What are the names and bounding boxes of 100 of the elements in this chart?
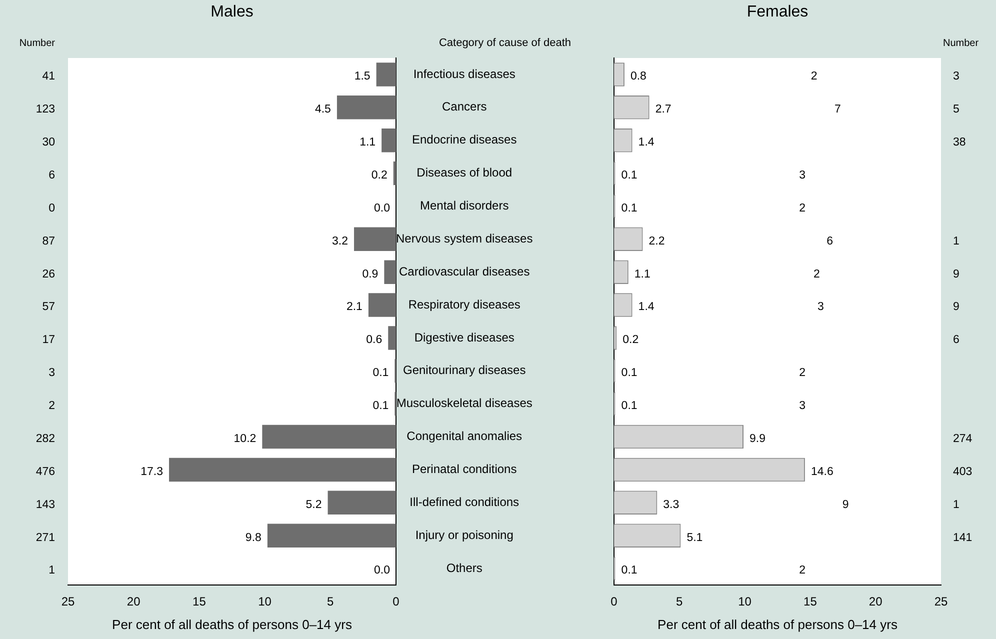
x-tick-label: 15 — [804, 594, 818, 609]
text: 6 — [48, 169, 55, 182]
x-tick-label: 20 — [126, 594, 141, 609]
y-tick-label: Diseases of blood — [416, 166, 512, 180]
y-tick-label: Nervous system diseases — [396, 231, 533, 246]
y-tick-label: Digestive diseases — [414, 330, 514, 344]
text: 6 — [953, 334, 960, 346]
data-label: 10.2 — [234, 432, 256, 445]
data-label: 0.8 — [630, 70, 646, 83]
data-label: 0.0 — [374, 564, 390, 577]
x-tick-label: 15 — [192, 594, 206, 609]
data-label: 0.1 — [372, 367, 389, 380]
text: 41 — [42, 70, 55, 83]
data-label: 1.1 — [634, 268, 650, 280]
data-label: 0.0 — [374, 202, 390, 214]
annotation: 3 — [817, 301, 824, 314]
text: 87 — [42, 235, 55, 248]
data-label: 2.7 — [655, 104, 672, 116]
annotation: 9 — [842, 498, 849, 511]
y-tick-label: Musculoskeletal diseases — [396, 396, 532, 410]
data-label: 0.2 — [622, 334, 639, 346]
bar — [376, 62, 396, 86]
annotation: 7 — [834, 104, 841, 116]
annotation: 2 — [799, 367, 806, 380]
bar — [388, 326, 396, 350]
chart-title: Females — [746, 3, 808, 20]
y-tick-label: Cancers — [442, 100, 487, 114]
y-tick-label: Endocrine diseases — [412, 132, 517, 147]
x-tick-label: 10 — [738, 594, 752, 609]
y-tick-label: Respiratory diseases — [408, 297, 520, 312]
text: 123 — [36, 104, 55, 116]
data-label: 9.8 — [245, 532, 262, 544]
text: 3 — [953, 70, 960, 83]
bar — [354, 227, 396, 252]
y-tick-label: Perinatal conditions — [412, 462, 517, 476]
text: 17 — [42, 334, 55, 346]
y-tick-label: Congenital anomalies — [406, 429, 522, 444]
annotation: 2 — [810, 70, 818, 83]
annotation: 2 — [799, 564, 806, 577]
x-tick-label: 20 — [868, 594, 883, 609]
x-tick-label: 25 — [934, 594, 948, 609]
data-label: 5.2 — [306, 498, 322, 511]
x-tick-label: 10 — [258, 594, 272, 609]
data-label: 1.4 — [638, 136, 655, 149]
text: 282 — [36, 432, 55, 445]
data-label: 0.1 — [621, 169, 638, 182]
y-tick-label: Others — [446, 560, 482, 575]
text: 2 — [48, 400, 55, 412]
data-label: 9.9 — [749, 432, 766, 445]
x-tick-label: 25 — [61, 594, 75, 609]
text: 38 — [953, 136, 966, 149]
bar — [393, 161, 396, 186]
text: 1 — [953, 498, 960, 511]
text: Number — [943, 38, 980, 49]
y-tick-label: Ill-defined conditions — [410, 494, 520, 509]
data-label: 1.4 — [638, 301, 655, 314]
data-label: 0.9 — [362, 268, 378, 280]
x-axis-title: Per cent of all deaths of persons 0–14 yrs — [658, 616, 898, 632]
text: 1 — [953, 235, 960, 248]
text: 26 — [42, 268, 55, 280]
text: 274 — [953, 432, 973, 445]
text: 141 — [953, 532, 972, 544]
data-label: 0.1 — [621, 367, 638, 380]
text: 57 — [42, 301, 55, 314]
chart-title: Males — [210, 3, 254, 20]
bar — [328, 490, 396, 515]
y-tick-label: Mental disorders — [420, 198, 509, 213]
data-label: 17.3 — [140, 466, 164, 478]
annotation: 2 — [814, 268, 820, 280]
data-label: 5.1 — [686, 532, 703, 544]
text: 30 — [42, 136, 55, 149]
data-label: 0.1 — [621, 564, 638, 577]
text: Number — [19, 38, 56, 49]
data-label: 0.6 — [366, 334, 382, 346]
data-label: 3.2 — [332, 235, 348, 248]
text: 9 — [953, 301, 960, 314]
text: 143 — [36, 498, 55, 511]
x-tick-label: 0 — [610, 594, 618, 609]
data-label: 2.2 — [648, 235, 665, 248]
text: 476 — [36, 466, 55, 478]
x-axis-title: Per cent of all deaths of persons 0–14 yrs — [112, 616, 352, 632]
text: 5 — [953, 104, 960, 116]
x-tick-label: 5 — [327, 594, 334, 609]
bar — [384, 260, 396, 284]
x-tick-label: 0 — [392, 594, 400, 609]
data-label: 0.1 — [621, 202, 638, 214]
data-label: 0.2 — [371, 169, 388, 182]
text: 9 — [953, 268, 960, 280]
annotation: 6 — [826, 235, 834, 248]
data-label: 2.1 — [346, 301, 362, 314]
y-tick-label: Genitourinary diseases — [402, 363, 526, 378]
data-label: 14.6 — [810, 466, 834, 478]
text: 271 — [36, 532, 55, 544]
data-label: 4.5 — [314, 104, 331, 116]
annotation: 2 — [799, 202, 806, 214]
annotation: 3 — [799, 169, 806, 182]
text: 1 — [48, 564, 55, 577]
data-label: 1.1 — [360, 136, 376, 149]
bar — [262, 424, 396, 449]
y-tick-label: Infectious diseases — [413, 66, 516, 81]
